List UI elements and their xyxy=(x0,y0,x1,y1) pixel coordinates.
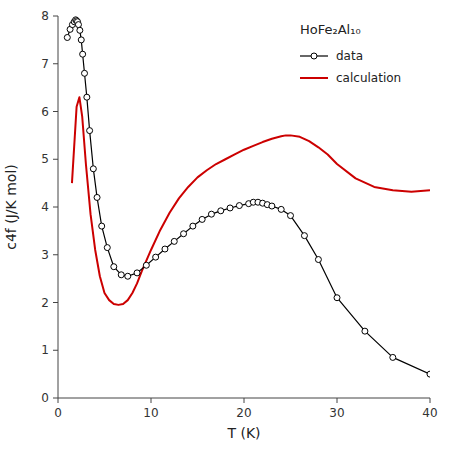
data-point xyxy=(90,166,96,172)
data-point xyxy=(84,94,90,100)
x-tick xyxy=(151,398,152,403)
data-point xyxy=(362,328,368,334)
data-point xyxy=(78,37,84,43)
x-tick xyxy=(430,398,431,403)
legend-swatch xyxy=(300,77,328,79)
y-tick-label: 2 xyxy=(41,296,49,310)
data-point xyxy=(218,208,224,214)
data-point xyxy=(236,203,242,209)
data-point xyxy=(99,223,105,229)
legend-label: data xyxy=(336,49,363,63)
y-tick xyxy=(53,16,58,17)
data-point xyxy=(208,211,214,217)
y-tick-label: 5 xyxy=(41,152,49,166)
series-line xyxy=(67,20,430,374)
data-point xyxy=(227,205,233,211)
x-tick xyxy=(244,398,245,403)
data-point xyxy=(288,213,294,219)
data-point xyxy=(190,223,196,229)
y-tick xyxy=(53,350,58,351)
series-line xyxy=(72,97,430,305)
x-tick-label: 30 xyxy=(329,406,344,420)
data-point xyxy=(75,22,81,28)
data-point xyxy=(80,51,86,57)
data-point xyxy=(181,231,187,237)
legend-label: calculation xyxy=(336,71,401,85)
y-tick xyxy=(53,111,58,112)
y-tick-label: 7 xyxy=(41,57,49,71)
data-point xyxy=(118,272,124,278)
x-axis-label: T (K) xyxy=(226,425,260,441)
data-point xyxy=(301,233,307,239)
y-tick-label: 4 xyxy=(41,200,49,214)
y-tick-label: 0 xyxy=(41,391,49,405)
data-point xyxy=(269,203,275,209)
data-point xyxy=(427,371,430,377)
data-point xyxy=(87,128,93,134)
y-tick xyxy=(53,159,58,160)
data-point xyxy=(390,354,396,360)
x-tick xyxy=(58,398,59,403)
data-point xyxy=(162,246,168,252)
data-point xyxy=(82,70,88,76)
y-tick-label: 8 xyxy=(41,9,49,23)
data-point xyxy=(143,262,149,268)
data-point xyxy=(111,264,117,270)
data-point xyxy=(334,295,340,301)
y-tick-label: 3 xyxy=(41,248,49,262)
data-point xyxy=(278,206,284,212)
y-axis-label: c4f (J/K mol) xyxy=(3,164,19,249)
data-point xyxy=(153,254,159,260)
y-tick-label: 6 xyxy=(41,105,49,119)
x-tick-label: 20 xyxy=(236,406,251,420)
data-point xyxy=(134,270,140,276)
data-point xyxy=(199,216,205,222)
y-tick xyxy=(53,63,58,64)
data-point xyxy=(171,238,177,244)
y-tick xyxy=(53,207,58,208)
y-tick xyxy=(53,302,58,303)
chart: 0 10 20 30 40 0 1 2 3 4 5 6 7 8 T (K) c4f (J/K mol) HoFe… xyxy=(0,0,450,450)
data-point xyxy=(104,245,110,251)
data-point xyxy=(315,257,321,263)
annotation: HoFe₂Al₁₀ xyxy=(300,22,361,37)
x-tick-label: 10 xyxy=(143,406,158,420)
y-tick-label: 1 xyxy=(41,343,49,357)
y-tick xyxy=(53,254,58,255)
data-point xyxy=(125,273,131,279)
x-tick-label: 40 xyxy=(422,406,437,420)
data-point xyxy=(94,194,100,200)
data-point xyxy=(64,34,70,40)
legend-marker xyxy=(311,53,317,59)
y-tick xyxy=(53,398,58,399)
x-tick xyxy=(337,398,338,403)
x-tick-label: 0 xyxy=(54,406,62,420)
plot-area xyxy=(64,17,430,377)
data-point xyxy=(77,27,83,33)
